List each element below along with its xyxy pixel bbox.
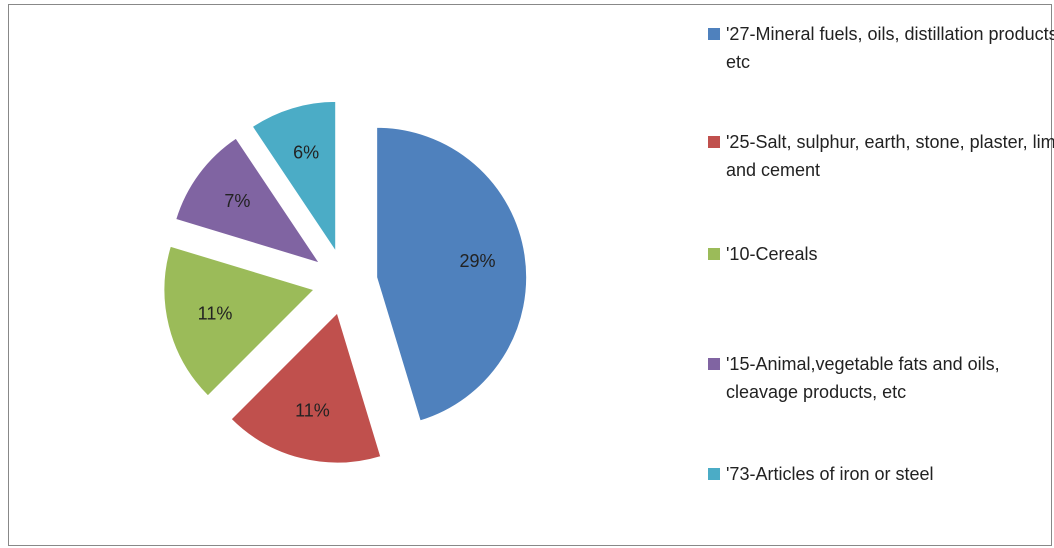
data-label: 29%	[460, 251, 496, 271]
pie-slice	[175, 137, 321, 264]
legend-swatch	[708, 28, 720, 40]
legend-item: '15-Animal,vegetable fats and oils, clea…	[708, 350, 1054, 406]
data-label: 7%	[224, 191, 250, 211]
legend-label: '15-Animal,vegetable fats and oils, clea…	[726, 354, 1000, 402]
legend-label: '25-Salt, sulphur, earth, stone, plaster…	[726, 132, 1054, 180]
pie-slice	[251, 100, 337, 254]
legend-item: '10-Cereals	[708, 240, 1054, 268]
legend-swatch	[708, 248, 720, 260]
pie-slice	[376, 126, 528, 422]
legend-label: '10-Cereals	[726, 244, 818, 264]
legend-label: '73-Articles of iron or steel	[726, 464, 934, 484]
pie-slice	[230, 312, 382, 464]
legend-item: '25-Salt, sulphur, earth, stone, plaster…	[708, 128, 1054, 184]
legend-label: '27-Mineral fuels, oils, distillation pr…	[726, 24, 1054, 72]
legend-swatch	[708, 136, 720, 148]
data-label: 11%	[198, 303, 233, 323]
legend-item: '73-Articles of iron or steel	[708, 460, 1054, 488]
pie-slice	[163, 245, 315, 397]
legend-swatch	[708, 468, 720, 480]
chart-frame	[8, 4, 1052, 546]
data-label: 11%	[295, 401, 330, 421]
legend-item: '27-Mineral fuels, oils, distillation pr…	[708, 20, 1054, 76]
data-label: 6%	[293, 143, 319, 163]
legend-swatch	[708, 358, 720, 370]
